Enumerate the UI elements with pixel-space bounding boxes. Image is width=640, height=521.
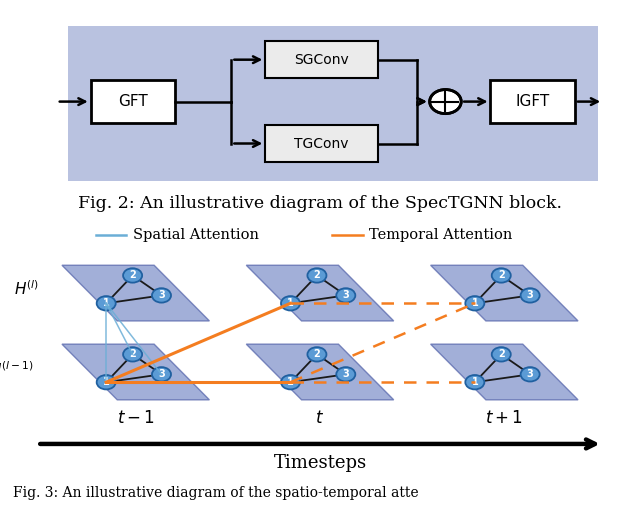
Circle shape [307,347,326,362]
Circle shape [281,375,300,389]
Polygon shape [246,344,394,400]
Text: TGConv: TGConv [294,137,349,151]
Text: 2: 2 [314,350,320,359]
Text: $H^{(l-1)}$: $H^{(l-1)}$ [0,361,35,379]
Polygon shape [62,265,209,321]
Circle shape [465,375,484,389]
Circle shape [336,367,355,381]
Text: 2: 2 [498,350,504,359]
Circle shape [281,296,300,311]
Text: $t$: $t$ [316,410,324,427]
Circle shape [152,288,171,303]
Text: SGConv: SGConv [294,53,349,67]
FancyBboxPatch shape [68,27,598,181]
Text: 2: 2 [129,350,136,359]
Circle shape [123,347,142,362]
Circle shape [520,288,540,303]
Text: 3: 3 [342,290,349,301]
Text: Fig. 3: An illustrative diagram of the spatio-temporal atte: Fig. 3: An illustrative diagram of the s… [13,486,419,500]
Text: $H^{(l)}$: $H^{(l)}$ [13,279,38,298]
FancyBboxPatch shape [91,80,175,123]
Text: 3: 3 [158,290,165,301]
Text: Fig. 2: An illustrative diagram of the SpecTGNN block.: Fig. 2: An illustrative diagram of the S… [78,195,562,212]
Text: GFT: GFT [118,94,148,109]
Circle shape [465,296,484,311]
Text: Temporal Attention: Temporal Attention [369,228,513,242]
Text: 2: 2 [314,270,320,280]
Polygon shape [246,265,394,321]
Text: $t+1$: $t+1$ [485,410,524,427]
Text: 2: 2 [129,270,136,280]
FancyBboxPatch shape [265,42,378,78]
Circle shape [307,268,326,282]
Circle shape [97,296,116,311]
Text: $t-1$: $t-1$ [116,410,155,427]
Polygon shape [62,344,209,400]
Polygon shape [431,265,578,321]
Text: 3: 3 [158,369,165,379]
Text: IGFT: IGFT [516,94,550,109]
Text: 1: 1 [472,377,478,387]
Text: 1: 1 [103,299,109,308]
Text: 1: 1 [472,299,478,308]
Circle shape [123,268,142,282]
Text: 1: 1 [287,299,294,308]
Text: Timesteps: Timesteps [273,453,367,472]
Circle shape [520,367,540,381]
Circle shape [429,90,461,114]
Text: 3: 3 [527,290,534,301]
Text: 3: 3 [527,369,534,379]
Text: 3: 3 [342,369,349,379]
FancyBboxPatch shape [490,80,575,123]
Circle shape [152,367,171,381]
Circle shape [336,288,355,303]
Circle shape [492,347,511,362]
Text: 1: 1 [103,377,109,387]
Circle shape [492,268,511,282]
FancyBboxPatch shape [265,125,378,162]
Polygon shape [431,344,578,400]
Text: 2: 2 [498,270,504,280]
Text: Spatial Attention: Spatial Attention [132,228,259,242]
Circle shape [97,375,116,389]
Text: 1: 1 [287,377,294,387]
